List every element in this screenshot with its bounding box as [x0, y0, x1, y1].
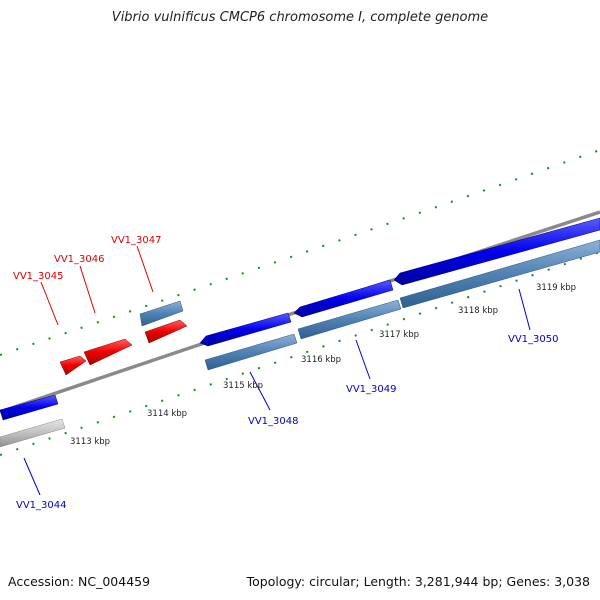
feature-grey-band	[0, 418, 66, 448]
gene-label-VV1_3048[interactable]: VV1_3048	[248, 416, 299, 427]
gene-label-VV1_3050[interactable]: VV1_3050	[508, 334, 559, 345]
feature-steel-3	[399, 239, 600, 309]
accession-text: Accession: NC_004459	[8, 574, 151, 589]
gene-label-VV1_3047[interactable]: VV1_3047	[111, 235, 162, 246]
gene-feature-VV1_3049	[293, 279, 394, 318]
leader-line-VV1_3044	[23, 457, 41, 496]
feature-steel-1	[204, 333, 298, 371]
topology-summary: Topology: circular; Length: 3,281,944 bp…	[246, 574, 590, 589]
leader-line-VV1_3049	[355, 339, 371, 380]
gene-feature-VV1_3050	[393, 217, 600, 286]
tick-label-3117: 3117 kbp	[379, 330, 419, 340]
tick-label-3113: 3113 kbp	[70, 437, 110, 447]
gene-label-VV1_3046[interactable]: VV1_3046	[54, 254, 105, 265]
leader-lines	[23, 245, 531, 496]
tick-row-outer	[0, 149, 600, 456]
gene-feature-VV1_3048	[199, 312, 292, 347]
tick-label-3119: 3119 kbp	[536, 283, 576, 293]
leader-line-VV1_3045	[40, 281, 59, 326]
tick-label-3114: 3114 kbp	[147, 409, 187, 419]
tick-label-3118: 3118 kbp	[458, 306, 498, 316]
gene-feature-VV1_3047	[144, 319, 188, 344]
gene-label-VV1_3044[interactable]: VV1_3044	[16, 500, 67, 511]
tick-label-3116: 3116 kbp	[301, 355, 341, 365]
leader-line-VV1_3050	[518, 288, 531, 331]
leader-line-VV1_3047	[136, 245, 154, 293]
leader-line-VV1_3048	[249, 371, 271, 411]
feature-steel-2	[297, 299, 402, 340]
gene-feature-VV1_3044	[0, 394, 59, 421]
feature-steel-upper	[139, 300, 184, 327]
tick-label-3115: 3115 kbp	[223, 381, 263, 391]
gene-feature-VV1_3046	[83, 338, 133, 366]
gene-feature-VV1_3045	[59, 355, 87, 376]
gene-label-VV1_3049[interactable]: VV1_3049	[346, 384, 397, 395]
map-title: Vibrio vulnificus CMCP6 chromosome I, co…	[111, 10, 489, 25]
gene-label-VV1_3045[interactable]: VV1_3045	[13, 271, 64, 282]
leader-line-VV1_3046	[79, 265, 96, 314]
